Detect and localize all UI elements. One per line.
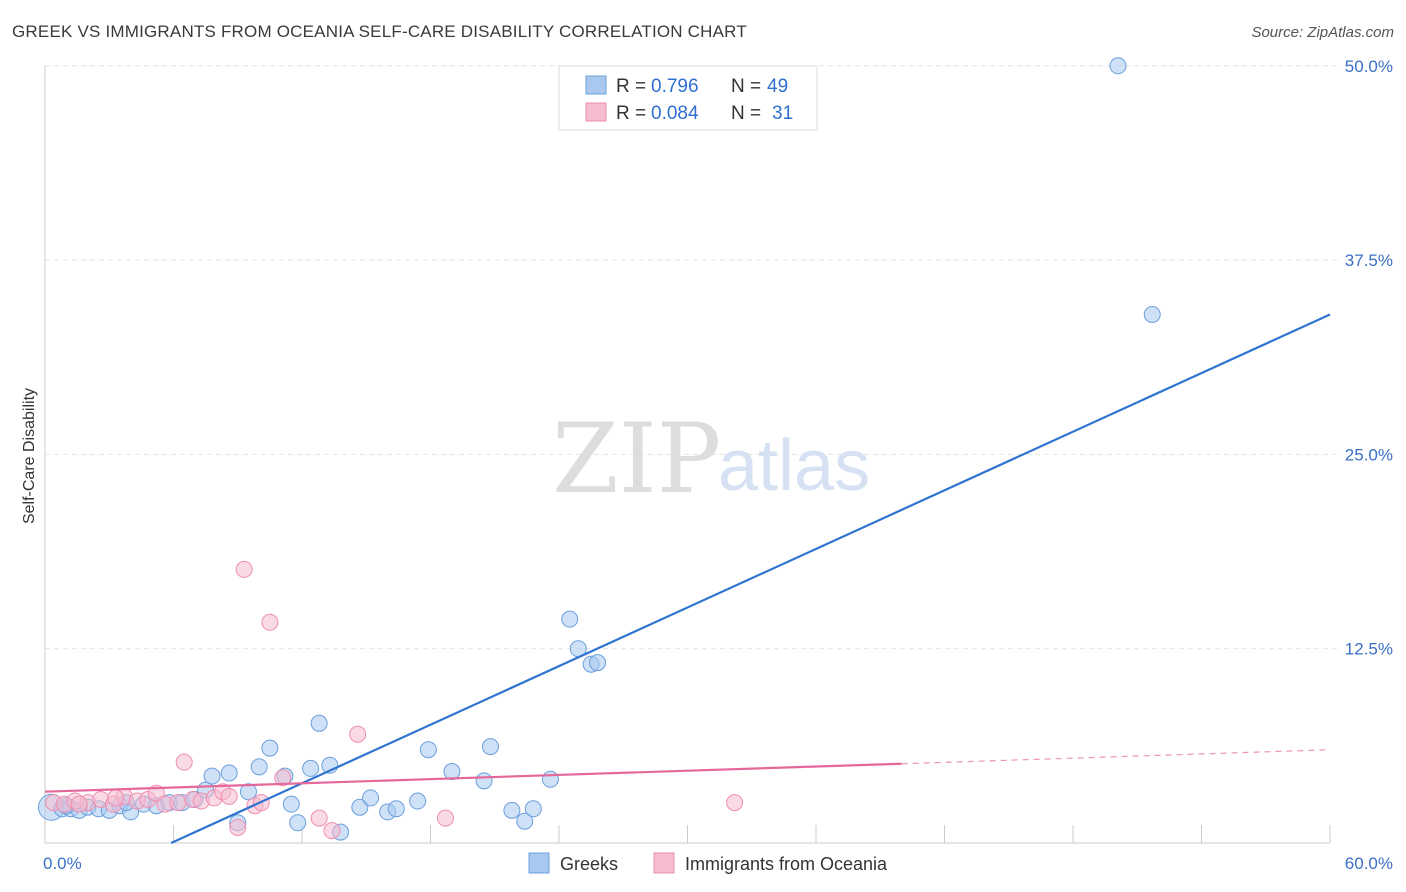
oceania-point (235, 560, 253, 578)
greeks-point (387, 800, 405, 818)
greeks-point (561, 610, 579, 628)
trend-lines (44, 313, 1331, 845)
legend: R = 0.796 N = 49 R = 0.084 N = 31 (558, 65, 818, 131)
oceania-point (323, 822, 341, 840)
bottom-legend-swatch-oceania (653, 852, 675, 874)
chart-title: GREEK VS IMMIGRANTS FROM OCEANIA SELF-CA… (12, 22, 747, 41)
greeks-point (541, 770, 559, 788)
axes (44, 66, 1331, 844)
legend-n-label: N = (731, 103, 761, 124)
oceania-point (261, 613, 279, 631)
greeks-point (250, 758, 268, 776)
greeks-point (362, 789, 380, 807)
legend-r-value: 0.084 (651, 103, 699, 124)
greeks-point (261, 739, 279, 757)
greeks-point (1143, 305, 1161, 323)
greeks-point (481, 738, 499, 756)
legend-r-value: 0.796 (651, 76, 699, 97)
x-tick-label: 60.0% (1345, 854, 1393, 873)
greeks-point (443, 762, 461, 780)
greeks-point (220, 764, 238, 782)
bottom-legend: Greeks Immigrants from Oceania (528, 852, 888, 874)
bottom-legend-label-greeks: Greeks (560, 854, 618, 874)
oceania-point (107, 789, 125, 807)
watermark-atlas: atlas (718, 426, 870, 506)
oceania-point (175, 753, 193, 771)
data-points (37, 57, 1161, 841)
greeks-point (289, 814, 307, 832)
greeks-point (409, 792, 427, 810)
source-label: Source: ZipAtlas.com (1251, 24, 1394, 41)
y-tick-label: 50.0% (1345, 57, 1393, 76)
y-axis-label: Self-Care Disability (21, 388, 38, 524)
oceania-point (169, 794, 187, 812)
legend-r-label: R = (616, 103, 646, 124)
tick-labels: 12.5% 25.0% 37.5% 50.0% 0.0% 60.0% (43, 57, 1393, 873)
greeks-point (475, 772, 493, 790)
bottom-legend-swatch-greeks (528, 852, 550, 874)
oceania-trendline (44, 762, 902, 793)
greeks-point (239, 783, 257, 801)
y-tick-label: 25.0% (1345, 445, 1393, 464)
legend-swatch-greeks (585, 75, 607, 95)
y-tick-label: 37.5% (1345, 251, 1393, 270)
oceania-point (274, 769, 292, 787)
greeks-point (302, 759, 320, 777)
oceania-point (436, 809, 454, 827)
oceania-point (70, 795, 88, 813)
greeks-point (524, 800, 542, 818)
greeks-point (351, 798, 369, 816)
oceania-point (220, 787, 238, 805)
oceania-point (726, 794, 744, 812)
legend-r-label: R = (616, 76, 646, 97)
greeks-point (516, 812, 534, 830)
y-tick-label: 12.5% (1345, 640, 1393, 659)
greeks-point (282, 795, 300, 813)
oceania-trendline-extension (901, 749, 1331, 765)
legend-swatch-oceania (585, 102, 607, 122)
greeks-point (310, 714, 328, 732)
oceania-point (229, 818, 247, 836)
greeks-point (503, 801, 521, 819)
x-tick-label: 0.0% (43, 854, 82, 873)
greeks-point (589, 654, 607, 672)
watermark-zip: ZIP (552, 403, 721, 515)
oceania-point (310, 809, 328, 827)
greeks-trendline (170, 313, 1331, 845)
bottom-legend-label-oceania: Immigrants from Oceania (685, 854, 888, 874)
greeks-point (419, 741, 437, 759)
grid-lines (45, 65, 1340, 650)
legend-n-label: N = (731, 76, 761, 97)
legend-n-value: 31 (772, 103, 793, 124)
greeks-point (203, 767, 221, 785)
legend-n-value: 49 (767, 76, 788, 97)
greeks-point (1109, 57, 1127, 75)
watermark: ZIP atlas (552, 403, 870, 515)
oceania-point (349, 725, 367, 743)
